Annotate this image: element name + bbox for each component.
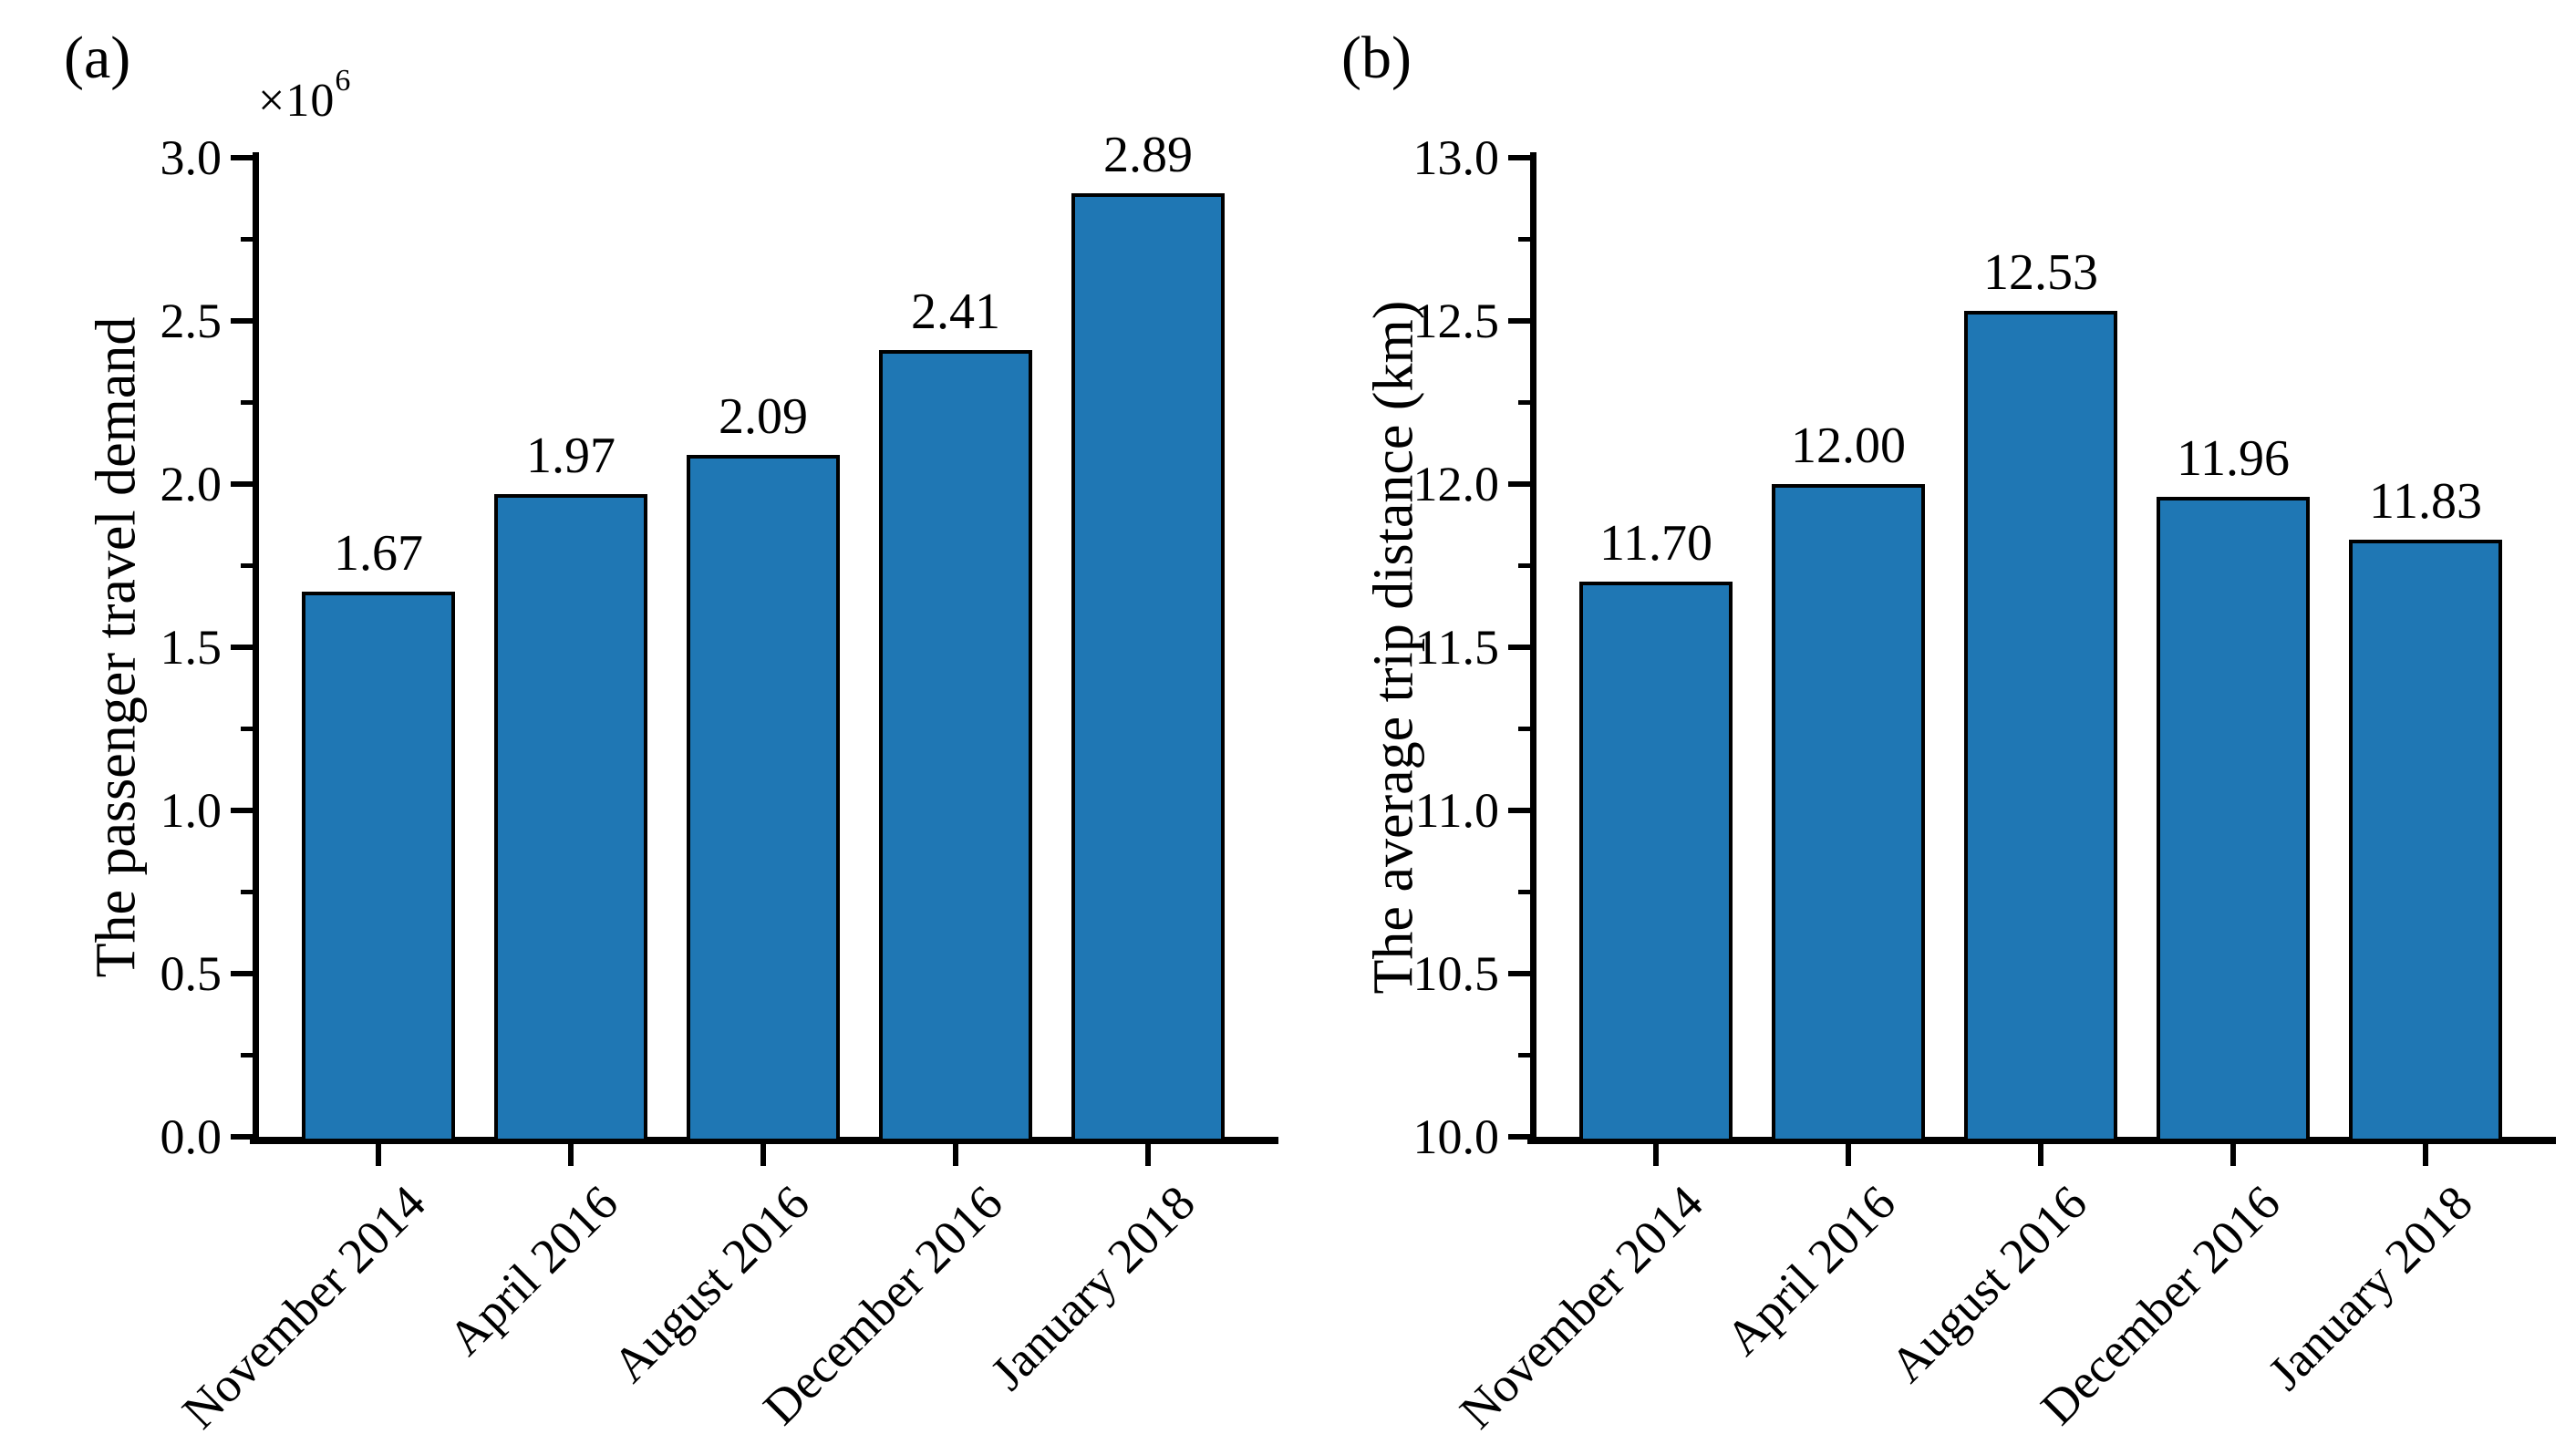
bar-value-label: 1.67 [334,525,423,583]
x-axis-tick [1145,1144,1151,1166]
bar [2157,497,2310,1142]
y-axis-line [253,152,259,1144]
y-axis-minor-tick [1518,400,1530,405]
y-axis-minor-tick [1518,563,1530,568]
x-axis-tick [568,1144,574,1166]
y-axis-tick-label: 11.0 [1414,783,1500,838]
offset-base: ×10 [258,75,336,127]
y-axis-tick-label: 13.0 [1412,130,1500,185]
y-axis-major-tick [231,155,253,160]
bar [687,454,840,1142]
bar [302,592,455,1142]
y-axis-tick-label: 10.5 [1412,946,1500,1001]
y-axis-minor-tick [241,400,253,405]
y-axis-tick-label: 11.5 [1414,620,1500,675]
y-axis-minor-tick [241,1053,253,1057]
y-axis-offset-text: ×106 [258,64,351,128]
y-axis-tick-label: 1.5 [160,620,222,675]
x-axis-tick-label: November 2014 [1448,1175,1713,1434]
y-axis-major-tick [231,318,253,324]
bar [1071,193,1225,1142]
y-axis-major-tick [231,808,253,813]
y-axis-tick-label: 12.5 [1412,294,1500,348]
bar-value-label: 2.09 [719,387,808,445]
x-axis-tick-label: January 2018 [979,1175,1205,1401]
bar [494,493,647,1142]
bar-value-label: 2.89 [1103,127,1193,184]
y-axis-tick-label: 2.5 [160,294,222,348]
bar [1964,311,2117,1142]
x-axis-tick-label: January 2018 [2257,1175,2483,1401]
y-axis-major-tick [1508,155,1530,160]
y-axis-tick-label: 2.0 [160,457,222,511]
y-axis-major-tick [1508,808,1530,813]
x-axis-tick [2230,1144,2236,1166]
panel-a: (a) ×106 The passenger travel demand 0.0… [64,25,1278,1434]
plot-area-a: 0.0 0.5 1.0 1.5 2.0 2.5 3.0 1.67 November 2014 1.… [160,128,1225,1434]
y-axis-tick-label: 0.0 [160,1109,222,1164]
x-axis-tick [1846,1144,1851,1166]
offset-exponent: 6 [335,64,352,98]
panel-b-label: (b) [1341,25,1412,91]
y-axis-major-tick [231,645,253,650]
bar-value-label: 11.70 [1599,515,1712,573]
y-axis-line [1530,152,1536,1144]
bar-value-label: 11.83 [2369,472,2482,530]
x-axis-tick [376,1144,381,1166]
x-axis-tick [760,1144,766,1166]
y-axis-tick-label: 1.0 [160,783,222,838]
y-axis-major-tick [1508,1134,1530,1140]
y-axis-major-tick [231,481,253,487]
x-axis-tick [1653,1144,1659,1166]
y-axis-minor-tick [241,237,253,242]
y-axis-major-tick [1508,318,1530,324]
y-axis-major-tick [1508,971,1530,976]
bar-value-label: 12.53 [1983,244,2098,302]
bar-value-label: 1.97 [526,427,616,484]
x-axis-tick-label: April 2016 [437,1175,628,1366]
y-axis-minor-tick [1518,727,1530,731]
bar [1772,484,1925,1142]
y-axis-tick-label: 12.0 [1412,457,1500,511]
y-axis-minor-tick [241,890,253,894]
y-axis-tick-label: 0.5 [160,946,222,1001]
y-axis-minor-tick [1518,890,1530,894]
x-axis-tick [2423,1144,2428,1166]
y-axis-tick-label: 3.0 [160,130,222,185]
bar [2349,539,2502,1142]
y-axis-minor-tick [241,727,253,731]
y-axis-major-tick [231,1134,253,1140]
y-axis-minor-tick [241,563,253,568]
x-axis-tick [953,1144,958,1166]
bar-value-label: 11.96 [2177,430,2290,488]
bar-value-label: 12.00 [1791,418,1906,474]
bar [1579,582,1733,1142]
y-axis-major-tick [1508,481,1530,487]
bar [879,350,1032,1142]
panel-a-label: (a) [64,25,131,91]
plot-area-b: 10.0 10.5 11.0 11.5 12.0 12.5 13.0 11.70 Novembe… [1278,0,2565,1434]
y-axis-major-tick [231,971,253,976]
y-axis-minor-tick [1518,1053,1530,1057]
y-axis-minor-tick [1518,237,1530,242]
x-axis-tick-label: April 2016 [1714,1175,1906,1366]
x-axis-tick [2038,1144,2043,1166]
panel-b: (b) The average trip distance (km) 10.0 1… [1278,0,2565,1434]
bar-value-label: 2.41 [911,284,1000,341]
x-axis-tick-label: November 2014 [171,1175,436,1434]
y-axis-tick-label: 10.0 [1412,1109,1500,1164]
y-axis-major-tick [1508,645,1530,650]
